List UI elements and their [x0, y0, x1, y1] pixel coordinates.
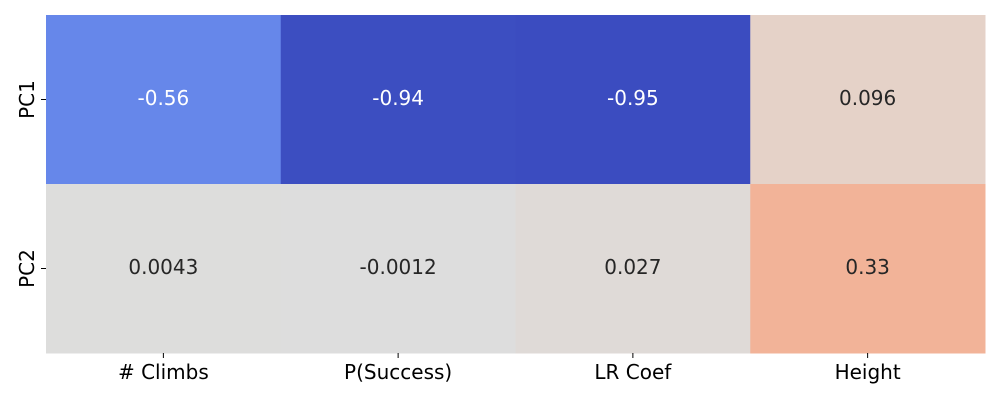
heatmap-cell [46, 15, 282, 185]
heatmap-cell [280, 15, 516, 185]
heatmap-cell [750, 184, 986, 354]
cell-value-label: 0.0043 [128, 255, 198, 279]
heatmap-cell [750, 15, 986, 185]
cell-value-label: -0.95 [607, 86, 659, 110]
cell-value-label: 0.027 [604, 255, 661, 279]
heatmap-cell [515, 15, 751, 185]
y-tick-label: PC1 [15, 80, 39, 119]
cell-value-label: -0.56 [138, 86, 190, 110]
x-tick-label: # Climbs [118, 360, 209, 384]
y-tick-label: PC2 [15, 249, 39, 288]
heatmap-cell [515, 184, 751, 354]
cell-value-label: 0.096 [839, 86, 896, 110]
x-tick-label: Height [835, 360, 901, 384]
cell-value-label: -0.94 [372, 86, 424, 110]
cell-value-label: 0.33 [845, 255, 890, 279]
heatmap-cell [280, 184, 516, 354]
x-tick-label: LR Coef [594, 360, 672, 384]
heatmap-cell [46, 184, 282, 354]
x-tick-label: P(Success) [344, 360, 452, 384]
cell-value-label: -0.0012 [360, 255, 437, 279]
